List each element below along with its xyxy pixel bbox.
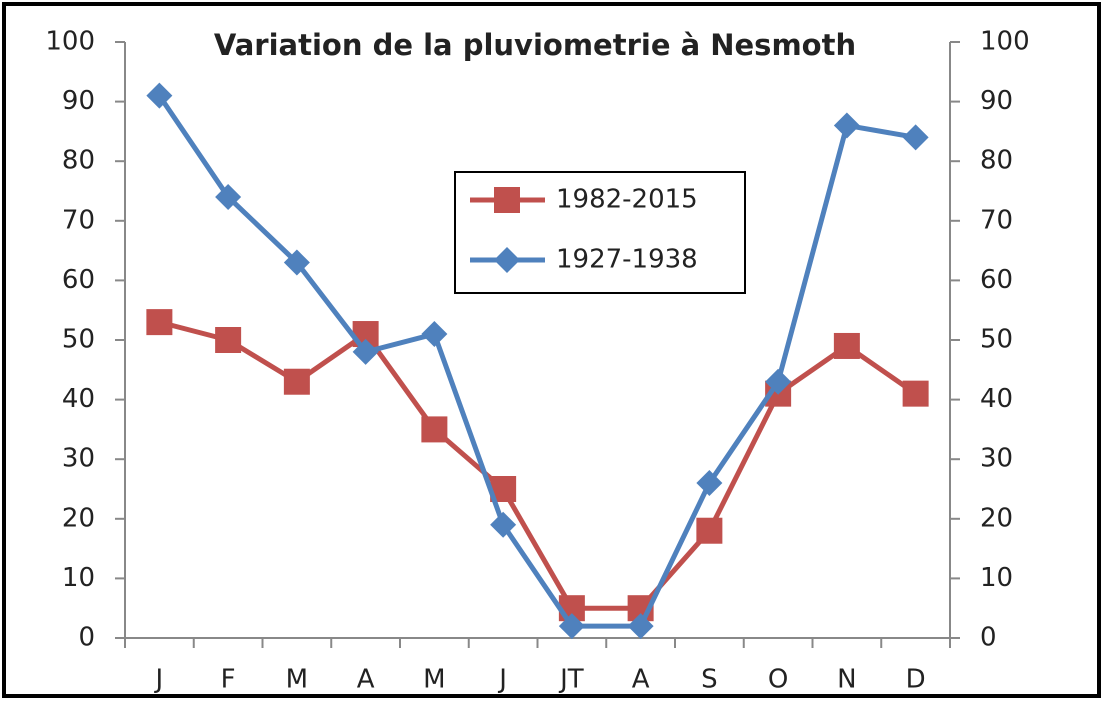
marker [215, 327, 242, 353]
marker [696, 517, 723, 544]
marker [146, 82, 173, 109]
y2-tick-label: 100 [980, 27, 1030, 57]
y-tick-label: 90 [62, 86, 95, 116]
y-tick-label: 80 [62, 146, 95, 176]
y2-tick-label: 40 [980, 384, 1013, 414]
marker [421, 321, 448, 348]
y2-tick-label: 30 [980, 444, 1013, 474]
marker [283, 249, 310, 276]
marker [215, 183, 242, 210]
x-tick-label: J [154, 665, 164, 695]
legend-label: 1982-2015 [556, 185, 698, 215]
x-tick-label: A [632, 665, 650, 695]
marker [146, 309, 173, 336]
x-tick-label: M [286, 665, 308, 695]
y-tick-label: 100 [45, 27, 95, 57]
y-tick-label: 20 [62, 503, 95, 533]
y-tick-label: 60 [62, 265, 95, 295]
chart-title: Variation de la pluviometrie à Nesmoth [214, 28, 856, 62]
marker [833, 112, 860, 139]
marker [352, 338, 379, 365]
y2-tick-label: 90 [980, 86, 1013, 116]
x-tick-label: D [906, 665, 926, 695]
marker [283, 368, 310, 395]
y2-tick-label: 0 [980, 623, 997, 653]
marker [494, 247, 520, 273]
marker [421, 416, 448, 443]
x-tick-label: J [497, 665, 507, 695]
y-tick-label: 50 [62, 325, 95, 355]
x-tick-label: N [837, 665, 856, 695]
series-line [157, 94, 917, 629]
y2-tick-label: 50 [980, 325, 1013, 355]
legend-label: 1927-1938 [556, 245, 698, 275]
marker [494, 187, 520, 213]
marker [490, 511, 517, 538]
y2-tick-label: 20 [980, 503, 1013, 533]
marker [902, 380, 929, 407]
y-tick-label: 70 [62, 205, 95, 235]
y-tick-label: 0 [78, 623, 95, 653]
marker [696, 470, 723, 497]
marker [627, 613, 654, 640]
y2-tick-label: 80 [980, 146, 1013, 176]
x-tick-label: M [423, 665, 445, 695]
x-tick-label: S [701, 665, 718, 695]
y-tick-label: 40 [62, 384, 95, 414]
y2-tick-label: 60 [980, 265, 1013, 295]
x-tick-label: O [768, 665, 788, 695]
y2-tick-label: 10 [980, 563, 1013, 593]
x-tick-label: A [357, 665, 375, 695]
x-tick-label: JT [558, 665, 584, 695]
marker [765, 368, 792, 395]
marker [902, 124, 929, 151]
y-tick-label: 30 [62, 444, 95, 474]
marker [833, 332, 860, 359]
y-tick-label: 10 [62, 563, 95, 593]
x-tick-label: F [221, 665, 236, 695]
y2-tick-label: 70 [980, 205, 1013, 235]
marker [558, 613, 585, 640]
